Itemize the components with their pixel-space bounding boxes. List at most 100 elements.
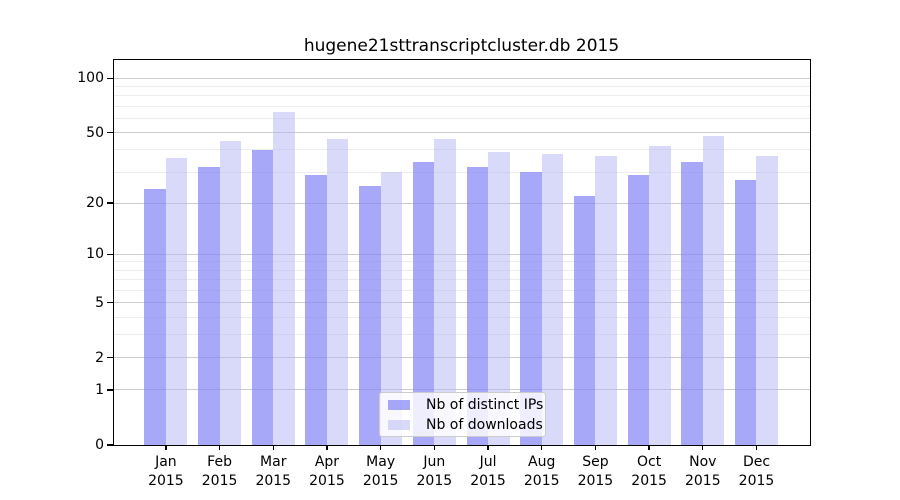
x-tick-mark-nov — [702, 445, 704, 450]
x-tick-year-jan: 2015 — [148, 473, 184, 489]
x-tick-mark-jan — [165, 445, 167, 450]
x-tick-label-feb: Feb 2015 — [188, 453, 252, 491]
x-tick-mark-mar — [272, 445, 274, 450]
x-tick-mark-dec — [755, 445, 758, 450]
x-tick-year-aug: 2015 — [523, 473, 560, 489]
x-tick-year-apr: 2015 — [309, 473, 345, 489]
x-tick-label-nov: Nov 2015 — [671, 453, 735, 491]
x-tick-label-may: May 2015 — [349, 453, 413, 491]
y-tick-mark-100 — [107, 77, 113, 79]
x-tick-mark-oct — [648, 445, 650, 450]
y-tick-mark-50 — [107, 131, 113, 134]
x-tick-year-jul: 2015 — [470, 473, 506, 489]
gridline-major-20 — [114, 202, 810, 204]
x-tick-mark-feb — [218, 445, 221, 450]
x-tick-year-may: 2015 — [362, 473, 399, 489]
x-tick-year-mar: 2015 — [255, 473, 292, 489]
x-tick-label-sep: Sep 2015 — [563, 453, 627, 491]
x-tick-mark-aug — [541, 445, 543, 450]
legend-label-ips: Nb of distinct IPs — [426, 397, 544, 413]
bar-downloads-nov — [702, 135, 725, 445]
gridline-major-100 — [114, 77, 810, 79]
gridline-major-5 — [114, 302, 810, 304]
x-tick-label-jan: Jan 2015 — [134, 453, 198, 491]
bar-ips-jun — [412, 162, 435, 445]
bar-ips-jan — [144, 189, 166, 445]
bar-downloads-oct — [649, 146, 671, 445]
bar-downloads-dec — [756, 155, 778, 445]
bar-downloads-aug — [541, 153, 564, 445]
bar-ips-nov — [681, 162, 703, 445]
bar-ips-mar — [251, 149, 274, 445]
bar-ips-oct — [627, 174, 650, 445]
legend-label-downloads: Nb of downloads — [426, 417, 543, 433]
gridline-minor-80 — [114, 95, 810, 97]
bar-ips-apr — [305, 174, 327, 445]
y-tick-mark-5 — [107, 301, 113, 304]
x-tick-label-apr: Apr 2015 — [295, 453, 359, 491]
gridline-minor-3 — [114, 334, 810, 336]
bar-downloads-jan — [165, 158, 188, 445]
bar-ips-jul — [466, 167, 489, 445]
legend-row-downloads: Nb of downloads — [380, 415, 545, 435]
y-tick-label-5: 5 — [95, 294, 104, 311]
x-tick-year-sep: 2015 — [577, 473, 614, 489]
legend-swatch-downloads — [388, 420, 410, 430]
bar-downloads-mar — [273, 112, 295, 445]
x-tick-label-mar: Mar 2015 — [241, 453, 305, 491]
grid-layer — [114, 60, 810, 445]
gridline-minor-7 — [114, 279, 810, 281]
x-tick-year-jun: 2015 — [416, 473, 453, 489]
y-tick-label-1: 1 — [95, 381, 104, 398]
gridline-minor-60 — [114, 117, 810, 119]
y-tick-mark-0 — [107, 444, 113, 446]
y-tick-mark-10 — [107, 253, 113, 256]
x-tick-year-dec: 2015 — [738, 473, 775, 489]
y-tick-label-10: 10 — [86, 246, 104, 263]
gridline-minor-40 — [114, 149, 810, 151]
y-tick-label-100: 100 — [77, 70, 104, 87]
gridline-minor-4 — [114, 316, 810, 318]
bar-downloads-sep — [595, 155, 617, 445]
bar-ips-sep — [573, 195, 596, 445]
gridline-major-10 — [114, 253, 810, 255]
x-tick-mark-sep — [594, 445, 597, 450]
y-tick-mark-2 — [107, 356, 113, 359]
y-tick-label-0: 0 — [95, 437, 104, 453]
gridline-minor-8 — [114, 269, 810, 271]
gridline-minor-90 — [114, 85, 810, 87]
x-tick-year-nov: 2015 — [684, 473, 721, 489]
bar-ips-aug — [520, 172, 542, 445]
x-tick-year-oct: 2015 — [631, 473, 667, 489]
gridline-minor-30 — [114, 171, 810, 173]
x-tick-mark-may — [379, 445, 382, 450]
y-tick-label-2: 2 — [95, 349, 104, 366]
bar-ips-feb — [198, 167, 220, 445]
x-tick-label-jul: Jul 2015 — [456, 453, 520, 491]
bar-downloads-feb — [219, 140, 242, 445]
gridline-minor-9 — [114, 261, 810, 263]
x-tick-label-oct: Oct 2015 — [617, 453, 681, 491]
plot-area: Nb of distinct IPs Nb of downloads — [113, 59, 811, 446]
x-tick-mark-jul — [487, 445, 489, 450]
x-tick-label-aug: Aug 2015 — [510, 453, 574, 491]
x-tick-label-jun: Jun 2015 — [402, 453, 466, 491]
x-tick-label-dec: Dec 2015 — [724, 453, 788, 491]
x-tick-year-feb: 2015 — [201, 473, 238, 489]
y-tick-mark-1 — [107, 389, 113, 391]
gridline-minor-6 — [114, 289, 810, 291]
bar-downloads-apr — [326, 139, 349, 445]
bar-downloads-may — [380, 172, 403, 445]
y-tick-label-50: 50 — [86, 124, 104, 141]
y-tick-label-20: 20 — [86, 195, 104, 212]
bar-ips-dec — [734, 180, 757, 445]
x-tick-mark-jun — [433, 445, 436, 450]
x-tick-mark-apr — [326, 445, 328, 450]
bar-downloads-jul — [488, 151, 510, 445]
gridline-minor-70 — [114, 105, 810, 107]
legend: Nb of distinct IPs Nb of downloads — [379, 392, 546, 437]
legend-row-ips: Nb of distinct IPs — [380, 395, 545, 415]
legend-swatch-ips — [388, 400, 410, 410]
